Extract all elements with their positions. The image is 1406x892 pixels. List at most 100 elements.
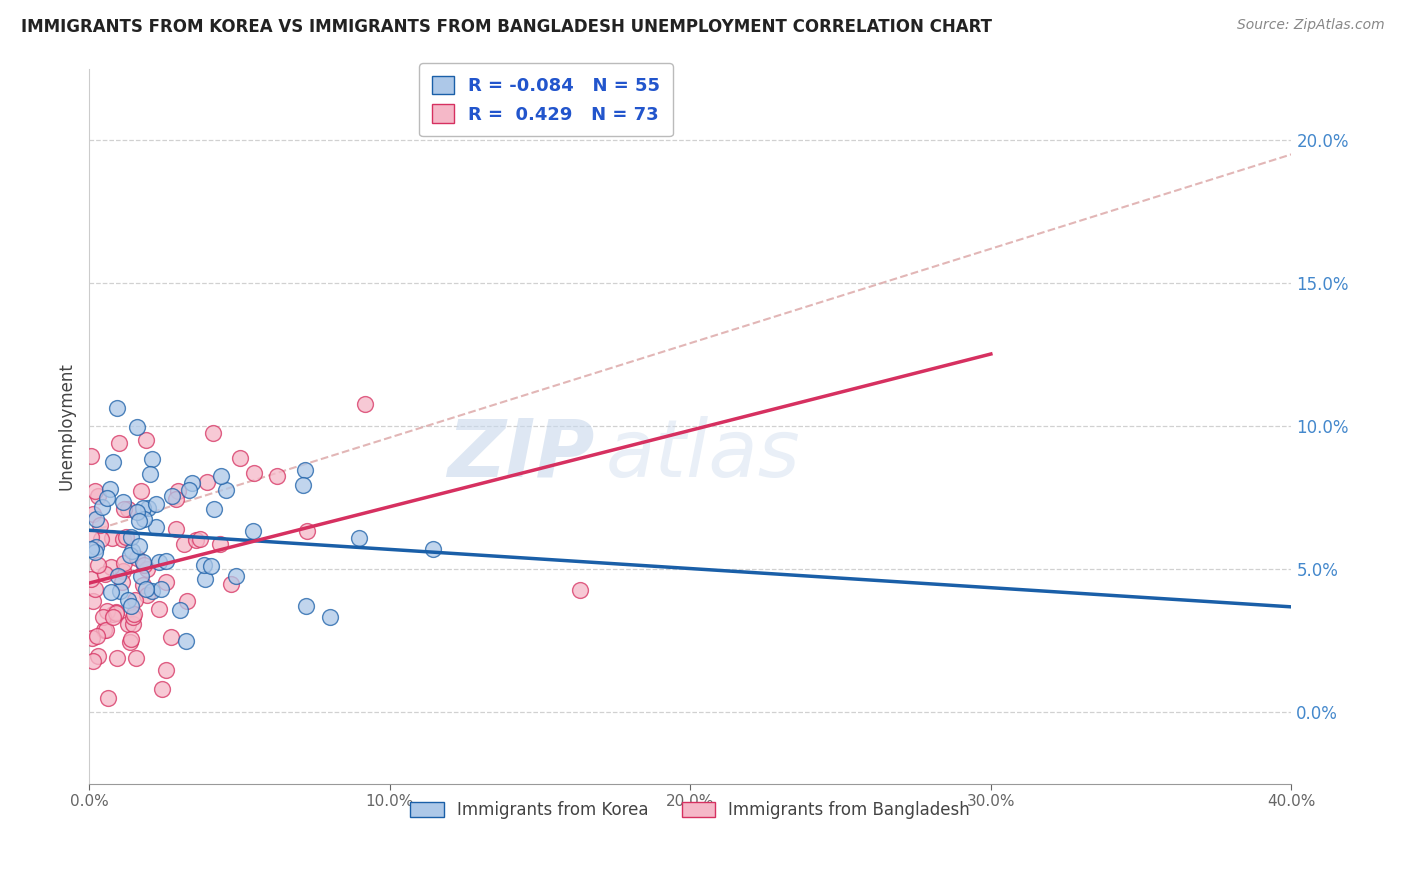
Immigrants from Bangladesh (115, 530, 138, 544)
Immigrants from Bangladesh (165, 491, 187, 506)
Immigrants from Korea (132, 555, 155, 569)
Y-axis label: Unemployment: Unemployment (58, 362, 75, 490)
Immigrants from Korea (128, 539, 150, 553)
Immigrants from Bangladesh (165, 522, 187, 536)
Text: atlas: atlas (606, 416, 801, 494)
Immigrants from Bangladesh (80, 572, 103, 586)
Immigrants from Korea (129, 569, 152, 583)
Immigrants from Bangladesh (87, 648, 110, 663)
Immigrants from Korea (291, 478, 314, 492)
Immigrants from Bangladesh (101, 531, 124, 545)
Immigrants from Bangladesh (173, 537, 195, 551)
Immigrants from Korea (107, 569, 129, 583)
Immigrants from Bangladesh (124, 593, 146, 607)
Immigrants from Bangladesh (103, 607, 125, 622)
Immigrants from Korea (319, 609, 342, 624)
Immigrants from Korea (155, 553, 177, 567)
Immigrants from Korea (121, 544, 143, 558)
Immigrants from Korea (169, 603, 191, 617)
Immigrants from Korea (145, 520, 167, 534)
Immigrants from Bangladesh (86, 558, 108, 573)
Immigrants from Bangladesh (117, 502, 139, 516)
Immigrants from Bangladesh (86, 628, 108, 642)
Immigrants from Korea (127, 505, 149, 519)
Immigrants from Bangladesh (94, 566, 117, 581)
Immigrants from Korea (120, 599, 142, 614)
Immigrants from Bangladesh (82, 594, 104, 608)
Immigrants from Korea (100, 584, 122, 599)
Immigrants from Bangladesh (135, 433, 157, 447)
Immigrants from Korea (91, 500, 114, 514)
Immigrants from Korea (128, 515, 150, 529)
Immigrants from Korea (202, 501, 225, 516)
Immigrants from Bangladesh (131, 578, 153, 592)
Immigrants from Korea (294, 463, 316, 477)
Immigrants from Bangladesh (186, 533, 208, 547)
Immigrants from Korea (160, 490, 183, 504)
Immigrants from Bangladesh (136, 562, 159, 576)
Immigrants from Bangladesh (111, 564, 134, 578)
Immigrants from Bangladesh (354, 397, 377, 411)
Immigrants from Korea (98, 482, 121, 496)
Immigrants from Korea (177, 483, 200, 497)
Immigrants from Korea (180, 475, 202, 490)
Immigrants from Bangladesh (122, 616, 145, 631)
Immigrants from Bangladesh (90, 532, 112, 546)
Immigrants from Bangladesh (155, 663, 177, 677)
Immigrants from Bangladesh (97, 690, 120, 705)
Immigrants from Bangladesh (118, 635, 141, 649)
Immigrants from Bangladesh (229, 450, 252, 465)
Immigrants from Bangladesh (155, 575, 177, 590)
Immigrants from Korea (141, 583, 163, 598)
Immigrants from Bangladesh (120, 632, 142, 646)
Immigrants from Bangladesh (122, 607, 145, 621)
Immigrants from Korea (200, 559, 222, 574)
Immigrants from Bangladesh (93, 624, 115, 638)
Immigrants from Bangladesh (125, 651, 148, 665)
Immigrants from Bangladesh (136, 589, 159, 603)
Immigrants from Bangladesh (160, 630, 183, 644)
Immigrants from Korea (101, 455, 124, 469)
Immigrants from Korea (120, 549, 142, 563)
Immigrants from Korea (105, 401, 128, 416)
Immigrants from Korea (127, 420, 149, 434)
Immigrants from Bangladesh (96, 604, 118, 618)
Immigrants from Korea (194, 572, 217, 586)
Immigrants from Korea (84, 545, 107, 559)
Immigrants from Bangladesh (117, 616, 139, 631)
Immigrants from Bangladesh (80, 530, 103, 544)
Immigrants from Bangladesh (188, 532, 211, 546)
Immigrants from Bangladesh (167, 484, 190, 499)
Immigrants from Korea (135, 582, 157, 596)
Immigrants from Bangladesh (295, 524, 318, 538)
Immigrants from Korea (225, 568, 247, 582)
Immigrants from Korea (134, 512, 156, 526)
Immigrants from Bangladesh (242, 466, 264, 480)
Immigrants from Korea (84, 540, 107, 554)
Immigrants from Bangladesh (82, 654, 104, 668)
Immigrants from Korea (112, 495, 135, 509)
Immigrants from Bangladesh (80, 450, 103, 464)
Immigrants from Bangladesh (148, 602, 170, 616)
Immigrants from Korea (242, 524, 264, 539)
Immigrants from Bangladesh (87, 489, 110, 503)
Immigrants from Bangladesh (568, 582, 591, 597)
Immigrants from Bangladesh (112, 556, 135, 570)
Immigrants from Bangladesh (195, 475, 218, 489)
Immigrants from Bangladesh (104, 606, 127, 620)
Immigrants from Bangladesh (100, 560, 122, 574)
Immigrants from Korea (174, 634, 197, 648)
Immigrants from Bangladesh (108, 436, 131, 450)
Immigrants from Korea (214, 483, 236, 497)
Text: IMMIGRANTS FROM KOREA VS IMMIGRANTS FROM BANGLADESH UNEMPLOYMENT CORRELATION CHA: IMMIGRANTS FROM KOREA VS IMMIGRANTS FROM… (21, 18, 993, 36)
Immigrants from Korea (136, 500, 159, 515)
Immigrants from Bangladesh (150, 682, 173, 697)
Immigrants from Bangladesh (110, 575, 132, 590)
Immigrants from Bangladesh (84, 582, 107, 597)
Immigrants from Bangladesh (176, 593, 198, 607)
Immigrants from Korea (422, 542, 444, 557)
Immigrants from Bangladesh (82, 507, 104, 521)
Immigrants from Bangladesh (84, 483, 107, 498)
Immigrants from Korea (209, 469, 232, 483)
Immigrants from Korea (108, 583, 131, 598)
